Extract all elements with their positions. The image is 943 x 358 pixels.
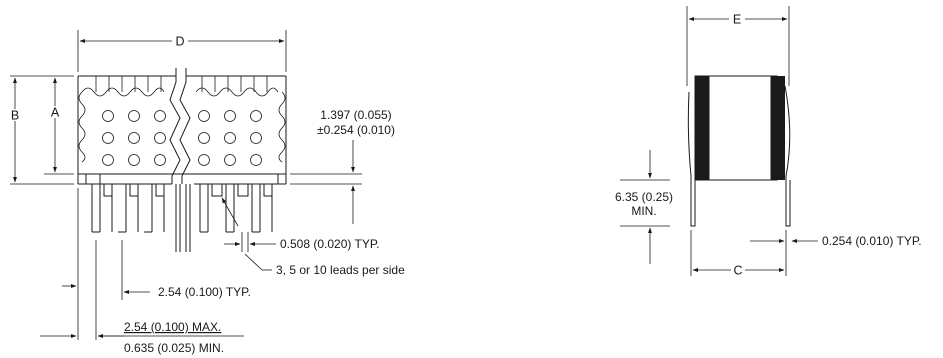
leads-per-side-callout: 3, 5 or 10 leads per side — [221, 197, 405, 277]
dimension-pitch: 2.54 (0.100) TYP. — [95, 240, 251, 300]
dimension-b: B — [10, 75, 74, 185]
dimension-a: A — [44, 77, 74, 175]
side-view: E 6.35 (0.25) MIN. C — [615, 6, 922, 278]
standoff-label-2: ±0.254 (0.010) — [317, 123, 395, 137]
offset-min-label: 0.635 (0.025) MIN. — [124, 341, 224, 355]
lead-thickness-label: 0.254 (0.010) TYP. — [822, 234, 922, 248]
dimension-d: D — [77, 30, 287, 72]
dim-e-label: E — [733, 13, 741, 27]
dimension-offset: 2.54 (0.100) MAX. 0.635 (0.025) MIN. — [40, 188, 244, 355]
contact-grid — [102, 110, 262, 166]
dimension-c: C — [690, 230, 787, 278]
dim-a-label: A — [51, 106, 60, 120]
lead-length-label-2: MIN. — [631, 204, 656, 218]
lead-width-label: 0.508 (0.020) TYP. — [280, 237, 380, 251]
front-view: D B A — [10, 30, 405, 355]
dimension-lead-length: 6.35 (0.25) MIN. — [615, 150, 673, 264]
dimension-standoff: 1.397 (0.055) ±0.254 (0.010) — [290, 108, 395, 224]
offset-max-label: 2.54 (0.100) MAX. — [124, 320, 221, 334]
lead-length-label-1: 6.35 (0.25) — [615, 190, 673, 204]
break-symbol — [169, 68, 191, 184]
dim-c-label: C — [733, 264, 742, 278]
leads-left — [85, 174, 165, 233]
dimension-lead-width: 0.508 (0.020) TYP. — [224, 232, 380, 252]
standoff-label-1: 1.397 (0.055) — [320, 108, 391, 122]
dimension-lead-thickness: 0.254 (0.010) TYP. — [750, 234, 922, 248]
component-body — [77, 68, 287, 185]
leads-per-side-label: 3, 5 or 10 leads per side — [276, 263, 405, 277]
break-leads — [175, 184, 191, 252]
pitch-label: 2.54 (0.100) TYP. — [158, 285, 251, 299]
dimension-e: E — [686, 6, 790, 86]
dim-d-label: D — [175, 35, 184, 49]
leads-right — [199, 174, 279, 233]
side-body — [687, 75, 791, 227]
dim-b-label: B — [11, 109, 19, 123]
